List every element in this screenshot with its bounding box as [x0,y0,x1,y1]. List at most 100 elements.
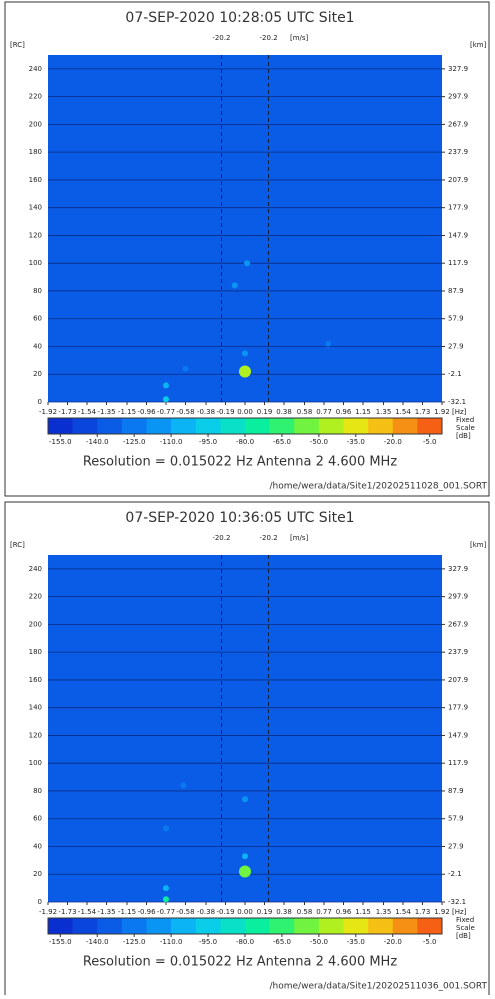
spot [162,396,169,403]
x-tick-label: 0.00 [237,908,253,916]
x-tick-label: -1.73 [58,908,76,916]
y2-tick-label: 87.9 [448,287,464,295]
colorbar-cell [343,918,369,934]
spot [162,885,169,892]
scale-label: Fixed [456,916,474,924]
x-tick-label: -0.96 [137,908,156,916]
colorbar-cell [220,918,246,934]
y2-tick-label: -32.1 [448,398,466,406]
scale-label: Scale [456,424,475,432]
y-axis-label: [RC] [10,41,25,49]
y-tick-label: 180 [29,648,42,656]
colorbar-tick-label: -140.0 [86,438,109,446]
colorbar-tick-label: -155.0 [49,438,72,446]
resolution: Resolution = 0.015022 Hz Antenna 2 4.600… [83,455,398,470]
chart-title: 07-SEP-2020 10:36:05 UTC Site1 [125,510,354,526]
x-tick-label: -1.15 [118,408,136,416]
plot-area [48,55,442,402]
spot [182,365,189,372]
colorbar-cell [121,418,147,434]
y2-tick-label: 177.9 [448,204,468,212]
spot [180,782,187,789]
x-tick-label: 0.77 [316,908,332,916]
y2-tick-label: -32.1 [448,898,466,906]
colorbar-cell [392,918,418,934]
x-tick-label: 1.92 [434,908,450,916]
colorbar-cell [245,418,270,434]
spot [242,350,248,357]
marker-label: -20.2 [260,34,278,42]
colorbar-tick-label: -80.0 [236,938,254,946]
x-tick-label: 1.73 [415,908,431,916]
x-tick-label: -1.73 [58,408,76,416]
y-tick-label: 100 [29,759,42,767]
colorbar-tick-label: -50.0 [310,938,328,946]
y-tick-label: 140 [29,204,42,212]
y2-tick-label: -2.1 [448,370,462,378]
colorbar-cell [48,918,73,934]
colorbar-tick-label: -35.0 [347,938,365,946]
y2-tick-label: 267.9 [448,120,468,128]
y-tick-label: 40 [33,842,42,850]
x-tick-label: 0.96 [336,408,352,416]
x-tick-label: -1.15 [118,908,136,916]
colorbar-cell [318,918,344,934]
x-tick-label: -0.19 [216,908,234,916]
y2-tick-label: 297.9 [448,593,468,601]
x-tick-label: -1.35 [97,408,115,416]
x-tick-label: 0.19 [257,908,273,916]
x-tick-label: 1.54 [395,908,411,916]
panel: 07-SEP-2020 10:36:05 UTC Site1 [RC] [km] [m… [4,501,490,997]
y2-tick-label: 237.9 [448,648,468,656]
colorbar-cell [171,918,197,934]
colorbar-tick-label: -125.0 [123,938,146,946]
y-tick-label: 60 [33,815,42,823]
x-tick-label: -1.54 [78,908,97,916]
y2-tick-label: 177.9 [448,704,468,712]
x-axis-label: [Hz] [452,908,467,916]
resolution: Resolution = 0.015022 Hz Antenna 2 4.600… [83,955,398,970]
colorbar-cell [48,418,73,434]
y-tick-label: 60 [33,315,42,323]
scale-label: Scale [456,924,475,932]
spot [231,282,238,289]
x-tick-label: -1.35 [97,908,115,916]
scale-label: [dB] [456,432,471,440]
x-tick-label: -1.92 [39,408,57,416]
x-tick-label: -0.38 [197,908,215,916]
y-tick-label: 220 [29,93,42,101]
spot [162,825,169,832]
x-tick-label: 1.92 [434,408,450,416]
y2-tick-label: 27.9 [448,342,464,350]
y2-tick-label: 117.9 [448,759,468,767]
x-tick-label: 0.00 [237,408,253,416]
colorbar-cell [343,418,369,434]
y-tick-label: 100 [29,259,42,267]
x-tick-label: -0.58 [176,908,194,916]
colorbar-tick-label: -125.0 [123,438,146,446]
x-tick-label: 1.15 [355,908,371,916]
x-tick-label: 0.96 [336,908,352,916]
colorbar-tick-label: -20.0 [384,938,402,946]
spot [162,896,169,903]
colorbar-cell [220,418,246,434]
colorbar-cell [146,418,172,434]
colorbar-cell [121,918,147,934]
panel-border [4,1,490,497]
colorbar-cell [294,918,320,934]
y2-tick-label: 87.9 [448,787,464,795]
colorbar-tick-label: -5.0 [423,438,437,446]
colorbar-cell [368,418,394,434]
y-tick-label: 220 [29,593,42,601]
colorbar-cell [72,918,98,934]
y-tick-label: 160 [29,176,42,184]
y-tick-label: 200 [29,620,42,628]
y-tick-label: 200 [29,120,42,128]
spot [244,260,251,267]
x-tick-label: 1.73 [415,408,431,416]
file-path: /home/wera/data/Site1/20202511028_001.SO… [270,482,488,492]
marker-label: -20.2 [260,534,278,542]
colorbar-cell [294,418,320,434]
spot [239,365,251,378]
